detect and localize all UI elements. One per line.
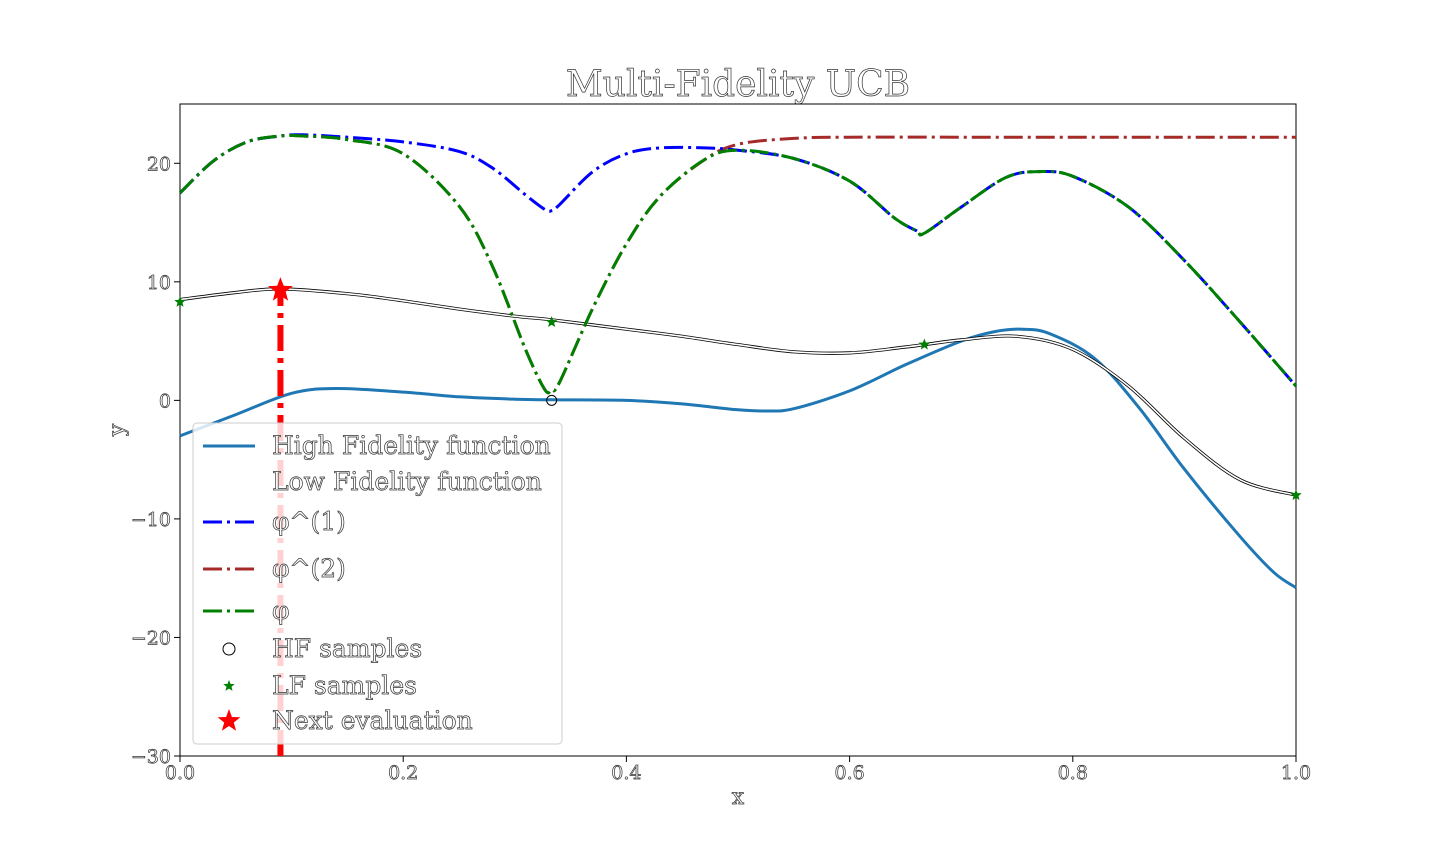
x-axis-label: x <box>732 785 745 810</box>
y-tick-label: −30 <box>131 746 171 768</box>
legend-entry-low-fidelity: Low Fidelity function <box>203 467 542 496</box>
x-tick-label: 0.6 <box>834 762 864 784</box>
phi-2-line <box>178 133 1296 395</box>
x-tick-label: 1.0 <box>1281 762 1311 784</box>
legend-entry-high-fidelity: High Fidelity function <box>203 431 551 460</box>
legend-entry-hf-samples: HF samples <box>222 634 423 663</box>
legend-bigstar-swatch <box>217 709 241 731</box>
legend-entry-next-evaluation: Next evaluation <box>217 706 473 735</box>
legend-label: φ^(2) <box>272 554 346 583</box>
legend-label: φ^(1) <box>272 507 346 536</box>
legend-label: Low Fidelity function <box>272 467 542 496</box>
y-axis-ticks: −30 −20 −10 0 10 20 <box>131 153 180 768</box>
legend-box <box>192 422 563 745</box>
legend-entry-phi: φ <box>203 596 290 625</box>
x-tick-label: 0.0 <box>165 762 195 784</box>
legend-label: High Fidelity function <box>272 431 551 460</box>
legend-circle-swatch <box>222 642 236 656</box>
y-tick-label: −20 <box>131 627 171 649</box>
x-tick-label: 0.4 <box>611 762 641 784</box>
legend-label: Next evaluation <box>272 706 473 735</box>
lf-sample-marker <box>918 338 931 350</box>
phi-line <box>178 133 1298 395</box>
legend-entry-lf-samples: LF samples <box>223 671 417 700</box>
next-evaluation-marker <box>268 277 293 301</box>
phi-1-line <box>178 133 1298 388</box>
lf-sample-marker <box>174 296 186 307</box>
y-tick-label: 0 <box>159 390 171 412</box>
legend-label: HF samples <box>272 634 422 663</box>
legend-entry-phi-1: φ^(1) <box>203 507 346 536</box>
y-tick-label: 20 <box>147 153 171 175</box>
plot-area <box>179 103 1297 757</box>
x-tick-label: 0.8 <box>1058 762 1088 784</box>
hf-sample-marker <box>546 394 558 406</box>
lf-sample-marker <box>1290 489 1302 501</box>
low-fidelity-line <box>179 288 1297 496</box>
x-axis-ticks: 0.0 0.2 0.4 0.6 0.8 1.0 <box>165 756 1311 784</box>
legend: High Fidelity function Low Fidelity funct… <box>192 422 563 745</box>
y-axis-label: y <box>105 423 130 437</box>
y-tick-label: 10 <box>147 272 171 294</box>
chart-title: Multi-Fidelity UCB <box>566 64 910 105</box>
legend-label: LF samples <box>272 671 417 700</box>
legend-star-swatch <box>223 680 235 691</box>
x-tick-label: 0.2 <box>388 762 418 784</box>
legend-label: φ <box>272 596 290 625</box>
y-tick-label: −10 <box>131 509 171 531</box>
lf-sample-marker <box>545 316 558 327</box>
legend-entry-phi-2: φ^(2) <box>203 554 346 583</box>
high-fidelity-line <box>179 327 1297 589</box>
